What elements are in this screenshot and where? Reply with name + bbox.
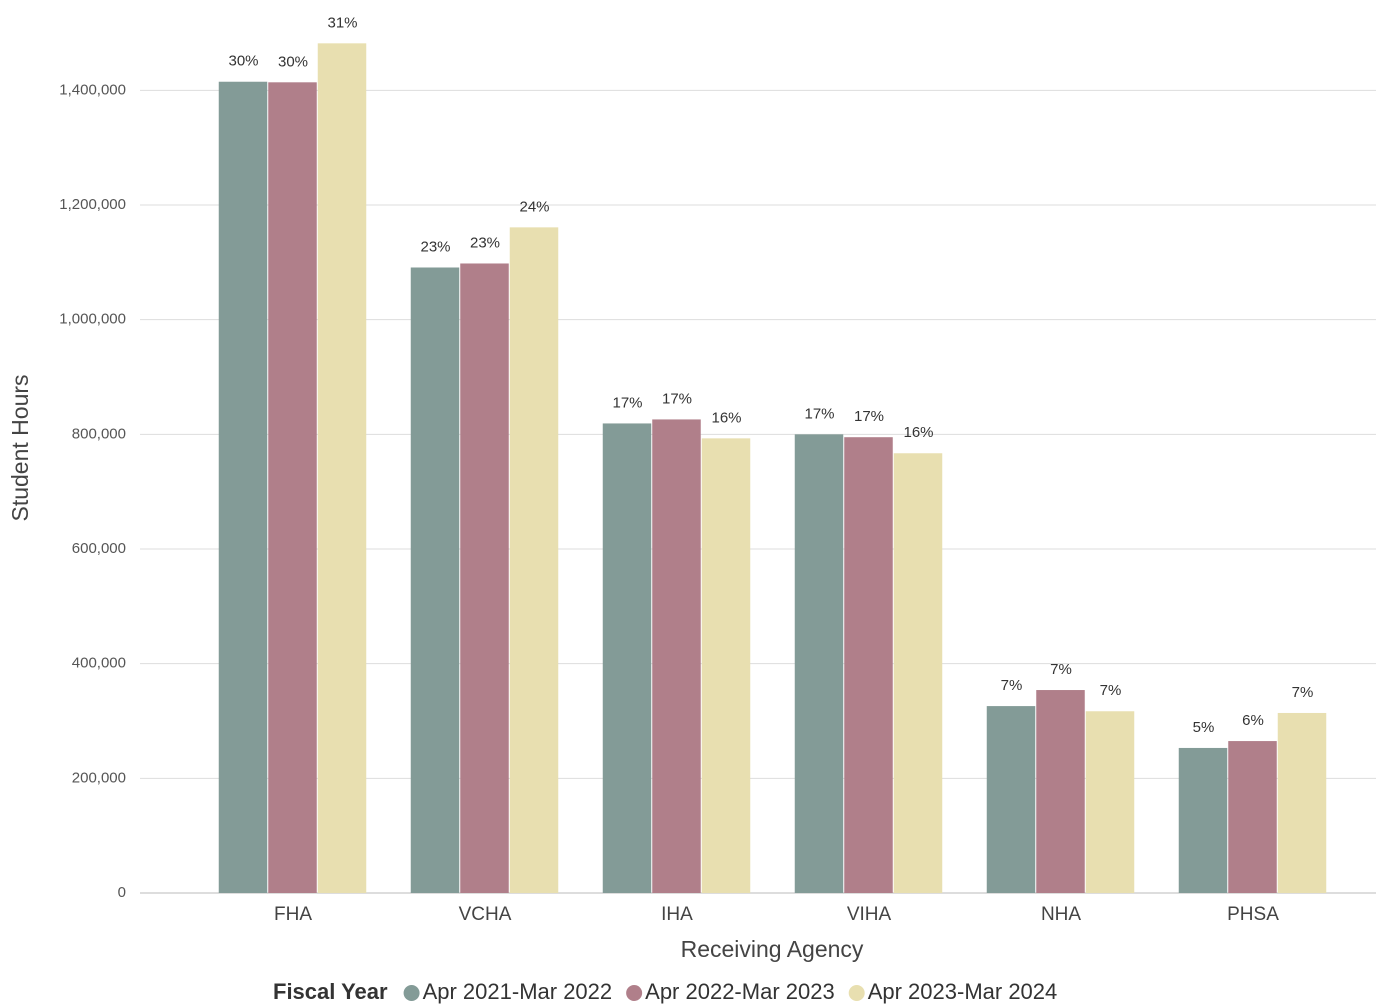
data-label: 7% [1050,661,1072,678]
x-tick-label: IHA [661,904,693,925]
data-label: 17% [662,390,692,407]
data-label: 17% [612,394,642,411]
y-tick-label: 400,000 [72,655,126,672]
data-label: 17% [854,408,884,425]
bar [410,267,460,893]
bar [701,438,751,893]
bar [460,263,509,894]
data-label: 31% [327,14,357,31]
bar [602,423,652,893]
bar [893,453,943,893]
bar [986,706,1036,893]
data-label: 23% [470,234,500,251]
legend-label: Apr 2021-Mar 2022 [423,979,613,1004]
legend-label: Apr 2023-Mar 2024 [868,979,1058,1004]
data-label: 24% [519,198,549,215]
data-label: 17% [804,405,834,422]
legend-marker [626,985,643,1001]
legend-label: Apr 2022-Mar 2023 [645,979,835,1004]
x-axis-title: Receiving Agency [681,936,864,962]
data-label: 6% [1242,712,1264,729]
y-tick-label: 1,200,000 [59,196,126,213]
y-tick-label: 200,000 [72,769,126,786]
legend-title: Fiscal Year [273,979,388,1004]
y-tick-label: 0 [118,884,126,901]
legend-marker [848,985,865,1001]
y-axis-title: Student Hours [7,374,33,521]
bar [1277,712,1327,893]
data-label: 16% [903,424,933,441]
data-label: 5% [1193,719,1215,736]
bar [1085,711,1135,893]
x-tick-label: FHA [274,904,312,925]
data-label: 7% [1100,682,1122,699]
y-tick-label: 1,400,000 [59,81,126,98]
data-label: 16% [711,409,741,426]
bar [218,81,268,893]
y-tick-label: 1,000,000 [59,311,126,328]
bar [509,227,559,894]
y-tick-label: 800,000 [72,425,126,442]
data-label: 30% [278,53,308,70]
bar [317,43,367,893]
x-tick-label: PHSA [1227,904,1279,925]
legend-marker [403,985,420,1001]
bar [1178,747,1228,893]
data-label: 30% [228,53,258,70]
x-tick-label: VCHA [459,904,512,925]
bar [1036,690,1085,893]
data-label: 7% [1001,677,1023,694]
y-tick-label: 600,000 [72,540,126,557]
bar [268,82,317,894]
bar [652,419,701,893]
bar [794,434,844,893]
bar [1228,741,1277,893]
data-label: 23% [420,238,450,255]
x-tick-label: NHA [1041,904,1081,925]
bar [844,437,893,893]
x-tick-label: VIHA [847,904,892,925]
data-label: 7% [1292,684,1314,701]
